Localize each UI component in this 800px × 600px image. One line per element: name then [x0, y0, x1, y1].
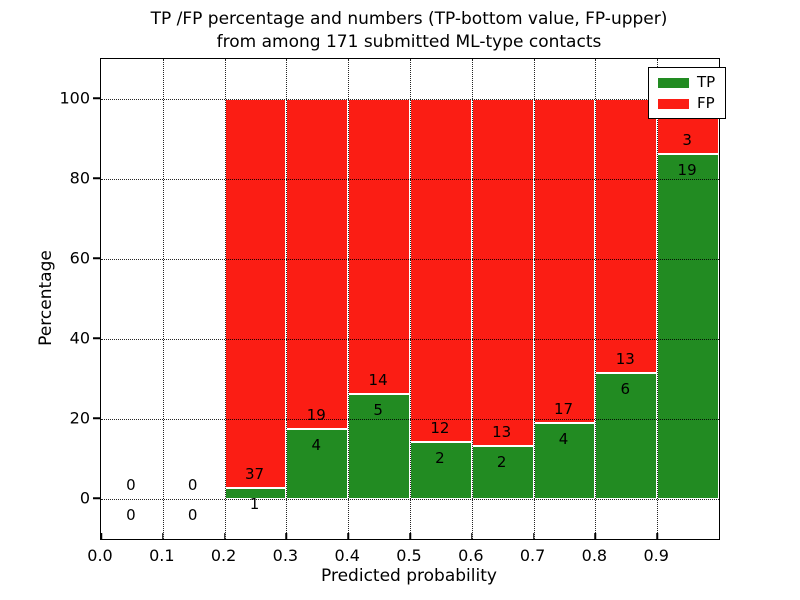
x-tick-mark [471, 533, 473, 539]
x-tick-mark [594, 533, 597, 539]
x-tick-label: 0.6 [458, 546, 484, 565]
gridline-vertical [410, 59, 411, 539]
bar-count-label-tp: 0 [126, 506, 136, 524]
bar-count-label-tp: 2 [496, 452, 507, 471]
x-tick-label: 0.3 [272, 546, 299, 565]
gridline-vertical [286, 59, 288, 539]
y-axis-label: Percentage [36, 250, 56, 346]
y-tick-label: 20 [69, 408, 90, 428]
y-tick-mark [93, 177, 100, 179]
gridline-vertical [657, 59, 659, 539]
x-tick-mark [347, 533, 349, 539]
x-tick-mark [285, 533, 288, 539]
bar-count-label-tp: 5 [373, 400, 383, 419]
bar-segment-fp [224, 99, 287, 489]
y-tick-mark [93, 497, 100, 499]
x-tick-label: 0.4 [334, 546, 360, 565]
legend-label-tp: TP [697, 73, 716, 91]
bar-segment-tp [533, 422, 596, 499]
legend-label-fp: FP [697, 94, 715, 112]
bar-count-label-tp: 0 [187, 506, 198, 524]
x-axis-label: Predicted probability [321, 566, 497, 586]
x-tick-mark [409, 533, 411, 539]
x-tick-mark [223, 533, 226, 539]
y-tick-mark [93, 257, 100, 259]
chart-title: TP /FP percentage and numbers (TP-bottom… [150, 9, 668, 52]
bar-count-label-tp: 19 [677, 160, 697, 179]
x-tick-label: 0.9 [643, 546, 669, 565]
y-tick-mark [93, 417, 100, 419]
bar-count-label-fp: 37 [244, 465, 265, 484]
bar-count-label-tp: 2 [435, 448, 445, 467]
x-tick-label: 0.8 [581, 546, 608, 565]
y-tick-label: 100 [59, 88, 90, 108]
legend-item-tp: TP [658, 75, 715, 90]
bar-segment-tp [348, 393, 410, 499]
gridline-vertical [533, 59, 535, 539]
x-tick-mark [532, 533, 535, 539]
x-tick-label: 0.0 [87, 546, 113, 565]
y-tick-mark [93, 337, 100, 339]
y-tick-label: 0 [79, 488, 90, 508]
y-tick-label: 40 [69, 328, 90, 348]
x-tick-mark [100, 533, 102, 539]
bar-count-label-fp: 13 [492, 422, 512, 441]
y-tick-label: 80 [69, 168, 90, 188]
bar-count-label-fp: 0 [187, 476, 198, 494]
y-tick-label: 60 [69, 248, 90, 268]
x-tick-label: 0.5 [396, 546, 422, 565]
bar-segment-tp [286, 429, 349, 499]
plot-area: TP FP [100, 58, 727, 540]
x-tick-label: 0.1 [149, 546, 175, 565]
bar-segment-fp [595, 99, 658, 373]
bar-count-label-fp: 0 [126, 476, 136, 494]
bar-count-label-fp: 14 [368, 370, 388, 389]
legend: TP FP [648, 67, 727, 119]
bar-count-label-fp: 19 [306, 406, 326, 425]
bar-segment-fp [410, 99, 472, 442]
x-tick-mark [656, 533, 658, 539]
bar-segment-tp [471, 445, 534, 499]
gridline-vertical [471, 59, 473, 539]
y-tick-mark [93, 97, 100, 99]
gridline-vertical [595, 59, 597, 539]
bar-count-label-fp: 13 [615, 349, 635, 368]
gridline-vertical [348, 59, 350, 539]
bar-count-label-tp: 1 [249, 495, 260, 514]
legend-swatch-fp [658, 98, 689, 109]
x-tick-mark [162, 533, 164, 539]
bar-count-label-fp: 3 [682, 130, 692, 149]
bar-segment-tp [657, 153, 719, 499]
bar-segment-fp [471, 99, 534, 446]
bar-count-label-tp: 4 [311, 436, 322, 455]
legend-swatch-tp [658, 77, 689, 88]
bar-segment-fp [533, 99, 596, 423]
gridline-vertical [162, 59, 164, 539]
x-tick-label: 0.2 [210, 546, 237, 565]
bar-segment-fp [348, 99, 410, 394]
legend-item-fp: FP [658, 96, 715, 111]
x-tick-label: 0.7 [519, 546, 546, 565]
gridline-vertical [224, 59, 226, 539]
bar-count-label-tp: 4 [558, 429, 569, 448]
bar-segment-fp [286, 99, 349, 430]
bar-count-label-fp: 12 [430, 418, 450, 437]
bar-count-label-fp: 17 [553, 399, 574, 418]
bar-count-label-tp: 6 [620, 379, 631, 398]
